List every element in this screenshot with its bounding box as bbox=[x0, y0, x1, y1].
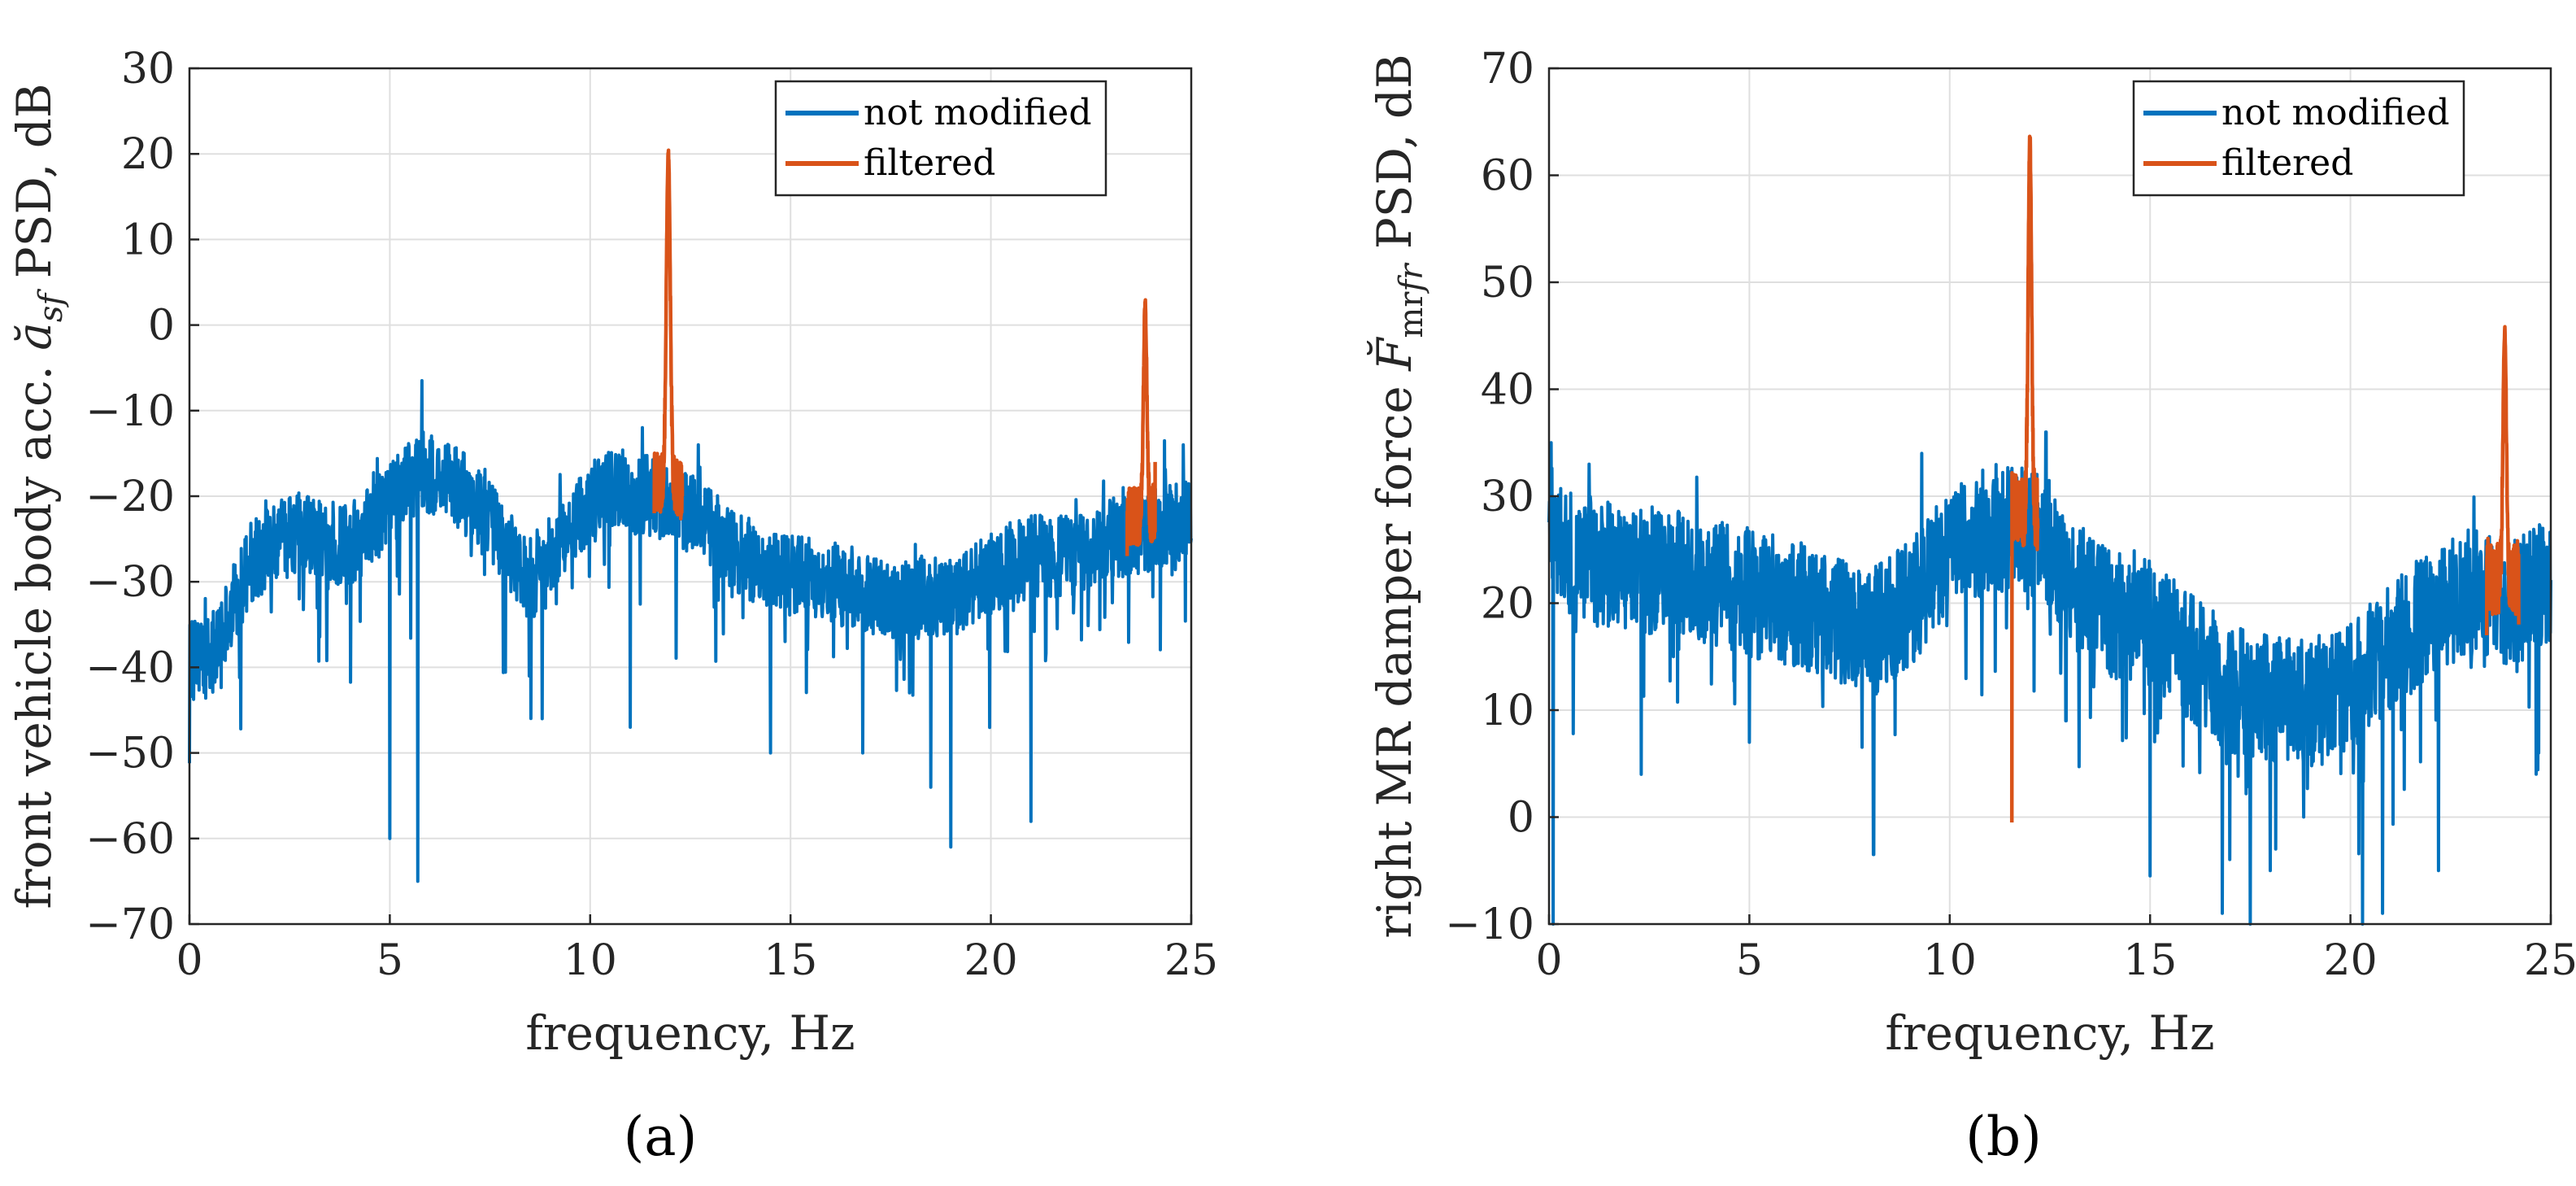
panel-label-b: (b) bbox=[1965, 1105, 2042, 1168]
x-axis-label-b: frequency, Hz bbox=[1885, 1005, 2214, 1061]
y-axis-label-a: front vehicle body acc. ăsf PSD, dB bbox=[7, 84, 70, 909]
x-tick-label: 15 bbox=[2123, 936, 2177, 985]
x-axis-label-a: frequency, Hz bbox=[525, 1005, 855, 1061]
y-tick-label: −60 bbox=[85, 815, 175, 864]
chart-panel-a: 0 5 10 15 20 25 −70 −60 −50 −40 −30 −20 −10 0 10 20 30 f… bbox=[7, 45, 1218, 1168]
x-tick-label: 10 bbox=[564, 936, 617, 985]
panel-label-a: (a) bbox=[624, 1105, 698, 1168]
y-tick-label: −10 bbox=[1445, 900, 1534, 949]
y-tick-label: −50 bbox=[85, 730, 175, 778]
y-tick-label: 30 bbox=[121, 45, 175, 94]
series-group-b bbox=[1547, 134, 2552, 926]
y-tick-label: 40 bbox=[1481, 366, 1534, 415]
series-filtered-line bbox=[652, 148, 685, 521]
tick-labels-a: 0 5 10 15 20 25 −70 −60 −50 −40 −30 −20 −10 0 10 20 30 bbox=[85, 45, 1218, 985]
y-tick-label: 60 bbox=[1481, 152, 1534, 201]
y-tick-label: 0 bbox=[148, 302, 175, 351]
x-tick-label: 5 bbox=[1736, 936, 1763, 985]
x-tick-label: 25 bbox=[2524, 936, 2576, 985]
y-tick-label: 20 bbox=[1481, 580, 1534, 629]
legend-label-filtered-b: filtered bbox=[2221, 142, 2353, 184]
x-tick-label: 5 bbox=[376, 936, 403, 985]
y-tick-label: −20 bbox=[85, 473, 175, 521]
y-tick-label: 30 bbox=[1481, 473, 1534, 521]
legend-b: not modified filtered bbox=[2132, 80, 2465, 197]
y-axis-label-b: right MR damper force F̆mrfr PSD, dB bbox=[1366, 54, 1430, 938]
x-tick-label: 25 bbox=[1164, 936, 1218, 985]
y-tick-label: −70 bbox=[85, 900, 175, 949]
series-filtered-line bbox=[2484, 325, 2521, 636]
series-filtered-line bbox=[2009, 134, 2040, 823]
series-filtered-line bbox=[1125, 298, 1157, 556]
y-tick-label: 10 bbox=[1481, 687, 1534, 735]
y-tick-label: 50 bbox=[1481, 259, 1534, 307]
x-tick-label: 20 bbox=[964, 936, 1018, 985]
x-tick-label: 10 bbox=[1923, 936, 1977, 985]
x-tick-label: 15 bbox=[764, 936, 817, 985]
x-tick-label: 20 bbox=[2324, 936, 2378, 985]
y-tick-label: 20 bbox=[121, 130, 175, 179]
legend-box-a bbox=[774, 80, 1107, 197]
y-tick-label: 70 bbox=[1481, 45, 1534, 94]
x-tick-label: 0 bbox=[1535, 936, 1562, 985]
y-tick-label: 10 bbox=[121, 216, 175, 264]
legend-label-not-modified-a: not modified bbox=[864, 92, 1092, 133]
y-tick-label: −30 bbox=[85, 558, 175, 607]
legend-a: not modified filtered bbox=[774, 80, 1107, 197]
series-not-modified-line bbox=[188, 379, 1193, 883]
series-not-modified-line bbox=[1547, 430, 2552, 926]
legend-box-b bbox=[2132, 80, 2465, 197]
y-tick-label: −10 bbox=[85, 387, 175, 436]
legend-label-filtered-a: filtered bbox=[864, 142, 995, 184]
x-tick-label: 0 bbox=[176, 936, 202, 985]
y-tick-label: −40 bbox=[85, 643, 175, 692]
y-tick-label: 0 bbox=[1508, 794, 1534, 843]
legend-label-not-modified-b: not modified bbox=[2221, 92, 2450, 133]
series-group-a bbox=[188, 148, 1193, 883]
